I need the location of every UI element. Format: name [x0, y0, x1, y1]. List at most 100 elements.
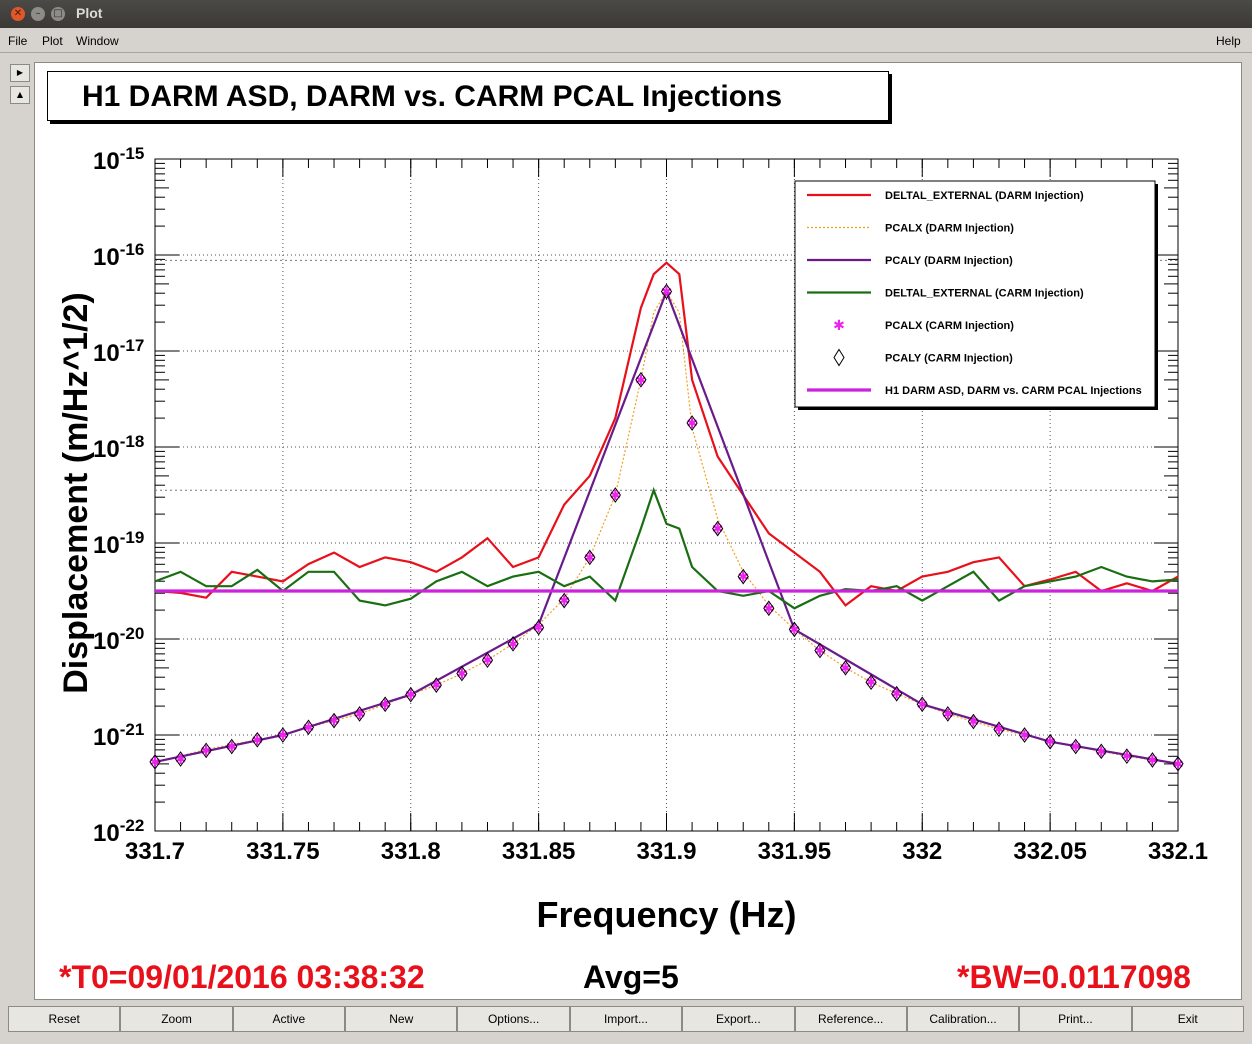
series-line-pcalx-darm-injection-	[154, 290, 1179, 765]
pcaly-carm-marker	[174, 751, 187, 767]
menu-plot[interactable]: Plot	[42, 34, 63, 48]
arrow-right-icon[interactable]: ▶	[10, 64, 30, 82]
legend-label: DELTAL_EXTERNAL (CARM Injection)	[885, 288, 1084, 300]
pcalx-carm-marker: ✱	[814, 644, 826, 660]
y-tick-exponent: -17	[120, 336, 145, 355]
menu-file[interactable]: File	[8, 34, 28, 48]
x-axis-title: Frequency (Hz)	[536, 894, 796, 935]
pcalx-carm-marker: ✱	[1172, 757, 1184, 773]
y-tick-label: 10-17	[93, 336, 144, 367]
pcalx-carm-marker: ✱	[507, 637, 519, 653]
pcalx-carm-marker: ✱	[1044, 735, 1056, 751]
pcalx-carm-marker: ✱	[763, 601, 775, 617]
chart[interactable]: 331.7 331.75 331.8 331.85 331.9 331.95 332 332.…	[35, 63, 1241, 999]
x-tick-label: 331.9	[636, 838, 696, 865]
pcaly-carm-marker	[353, 706, 366, 722]
close-window-button[interactable]: ✕	[11, 7, 25, 21]
y-tick-exponent: -22	[120, 816, 145, 835]
pcalx-carm-marker: ✱	[865, 675, 877, 691]
button-import[interactable]: Import...	[569, 1006, 683, 1032]
legend-box	[794, 180, 1156, 408]
pcaly-carm-marker	[993, 721, 1005, 738]
y-tick-label: 10-19	[93, 528, 144, 559]
x-tick-label: 331.7	[125, 838, 185, 865]
pcalx-carm-marker: ✱	[328, 714, 340, 730]
pcalx-carm-marker: ✱	[737, 570, 749, 586]
y-tick-exponent: -16	[120, 240, 145, 259]
pcalx-carm-marker: ✱	[635, 373, 647, 389]
pcaly-carm-marker	[533, 619, 545, 636]
arrow-up-icon[interactable]: ▲	[10, 86, 30, 104]
y-tick-exponent: -20	[120, 624, 145, 643]
pcalx-carm-marker: ✱	[405, 688, 417, 704]
footer-bw: *BW=0.0117098	[957, 959, 1191, 995]
pcalx-carm-marker: ✱	[482, 653, 494, 669]
pcaly-carm-marker	[558, 592, 570, 609]
window-title: Plot	[76, 5, 103, 21]
pcaly-carm-marker	[942, 706, 954, 722]
button-print[interactable]: Print...	[1019, 1006, 1132, 1032]
x-tick-label: 332.1	[1148, 838, 1208, 865]
pcaly-carm-marker	[686, 415, 698, 431]
button-zoom[interactable]: Zoom	[120, 1006, 233, 1032]
pcalx-carm-marker: ✱	[789, 622, 801, 638]
pcaly-carm-marker	[839, 659, 852, 676]
pcaly-carm-marker	[379, 696, 391, 713]
y-tick-label: 10-18	[93, 432, 144, 463]
pcalx-carm-marker: ✱	[1095, 744, 1107, 760]
legend-label: PCALX (CARM Injection)	[885, 320, 1014, 332]
footer-avg: Avg=5	[583, 959, 679, 995]
pcaly-carm-marker	[507, 635, 519, 652]
button-active[interactable]: Active	[232, 1006, 346, 1032]
pcaly-carm-marker	[916, 696, 928, 713]
y-tick-exponent: -18	[120, 432, 145, 451]
pcalx-carm-marker: ✱	[840, 661, 852, 677]
maximize-window-button[interactable]: □	[51, 7, 65, 21]
button-options[interactable]: Options...	[457, 1006, 570, 1032]
pcaly-carm-marker	[865, 674, 877, 691]
plot-canvas[interactable]: H1 DARM ASD, DARM vs. CARM PCAL Injectio…	[34, 62, 1242, 1000]
pcalx-carm-marker: ✱	[993, 722, 1005, 738]
y-axis-title: Displacement (m/Hz^1/2)	[57, 292, 95, 694]
pcalx-carm-marker: ✱	[354, 707, 366, 723]
pcaly-carm-marker	[1018, 727, 1031, 743]
pcalx-carm-marker: ✱	[609, 488, 621, 504]
button-new[interactable]: New	[345, 1006, 458, 1032]
minimize-window-button[interactable]: –	[31, 7, 45, 21]
button-reset[interactable]: Reset	[8, 1006, 121, 1032]
button-calibration[interactable]: Calibration...	[906, 1006, 1020, 1032]
button-reference[interactable]: Reference...	[794, 1006, 907, 1032]
legend-label: PCALX (DARM Injection)	[885, 223, 1014, 235]
pcalx-carm-marker: ✱	[916, 697, 928, 713]
pcalx-carm-marker: ✱	[584, 550, 596, 566]
pcaly-carm-marker	[405, 686, 417, 703]
pcalx-carm-marker: ✱	[303, 720, 315, 736]
pcaly-carm-marker	[430, 677, 442, 693]
pcaly-carm-marker	[277, 727, 289, 743]
legend-label: DELTAL_EXTERNAL (DARM Injection)	[885, 190, 1084, 202]
series-line-deltal-external-darm-injection-	[154, 261, 1179, 607]
button-exit[interactable]: Exit	[1131, 1006, 1244, 1032]
pcaly-carm-marker	[788, 621, 800, 638]
menu-window[interactable]: Window	[76, 34, 119, 48]
pcalx-carm-marker: ✱	[1070, 740, 1082, 756]
pcaly-carm-marker	[609, 487, 621, 503]
y-tick-exponent: -15	[120, 144, 145, 163]
pcaly-carm-marker	[200, 742, 212, 759]
pcalx-carm-marker: ✱	[712, 522, 724, 538]
pcaly-carm-marker	[1121, 748, 1133, 764]
pcaly-carm-marker	[635, 371, 647, 388]
pcalx-carm-marker: ✱	[251, 733, 263, 749]
pcaly-carm-marker	[712, 520, 724, 537]
pcaly-carm-marker	[226, 738, 238, 755]
menubar: File Plot Window Help	[0, 28, 1252, 53]
legend-star-icon: ✱	[833, 318, 845, 334]
series-line-pcaly-darm-injection-	[154, 288, 1179, 765]
y-tick-label: 10-16	[93, 240, 144, 271]
pcaly-carm-marker	[1146, 752, 1159, 768]
menu-help[interactable]: Help	[1216, 34, 1241, 48]
pcalx-carm-marker: ✱	[661, 284, 673, 300]
button-export[interactable]: Export...	[682, 1006, 795, 1032]
pcalx-carm-marker: ✱	[891, 687, 903, 703]
y-tick-exponent: -19	[120, 528, 145, 547]
